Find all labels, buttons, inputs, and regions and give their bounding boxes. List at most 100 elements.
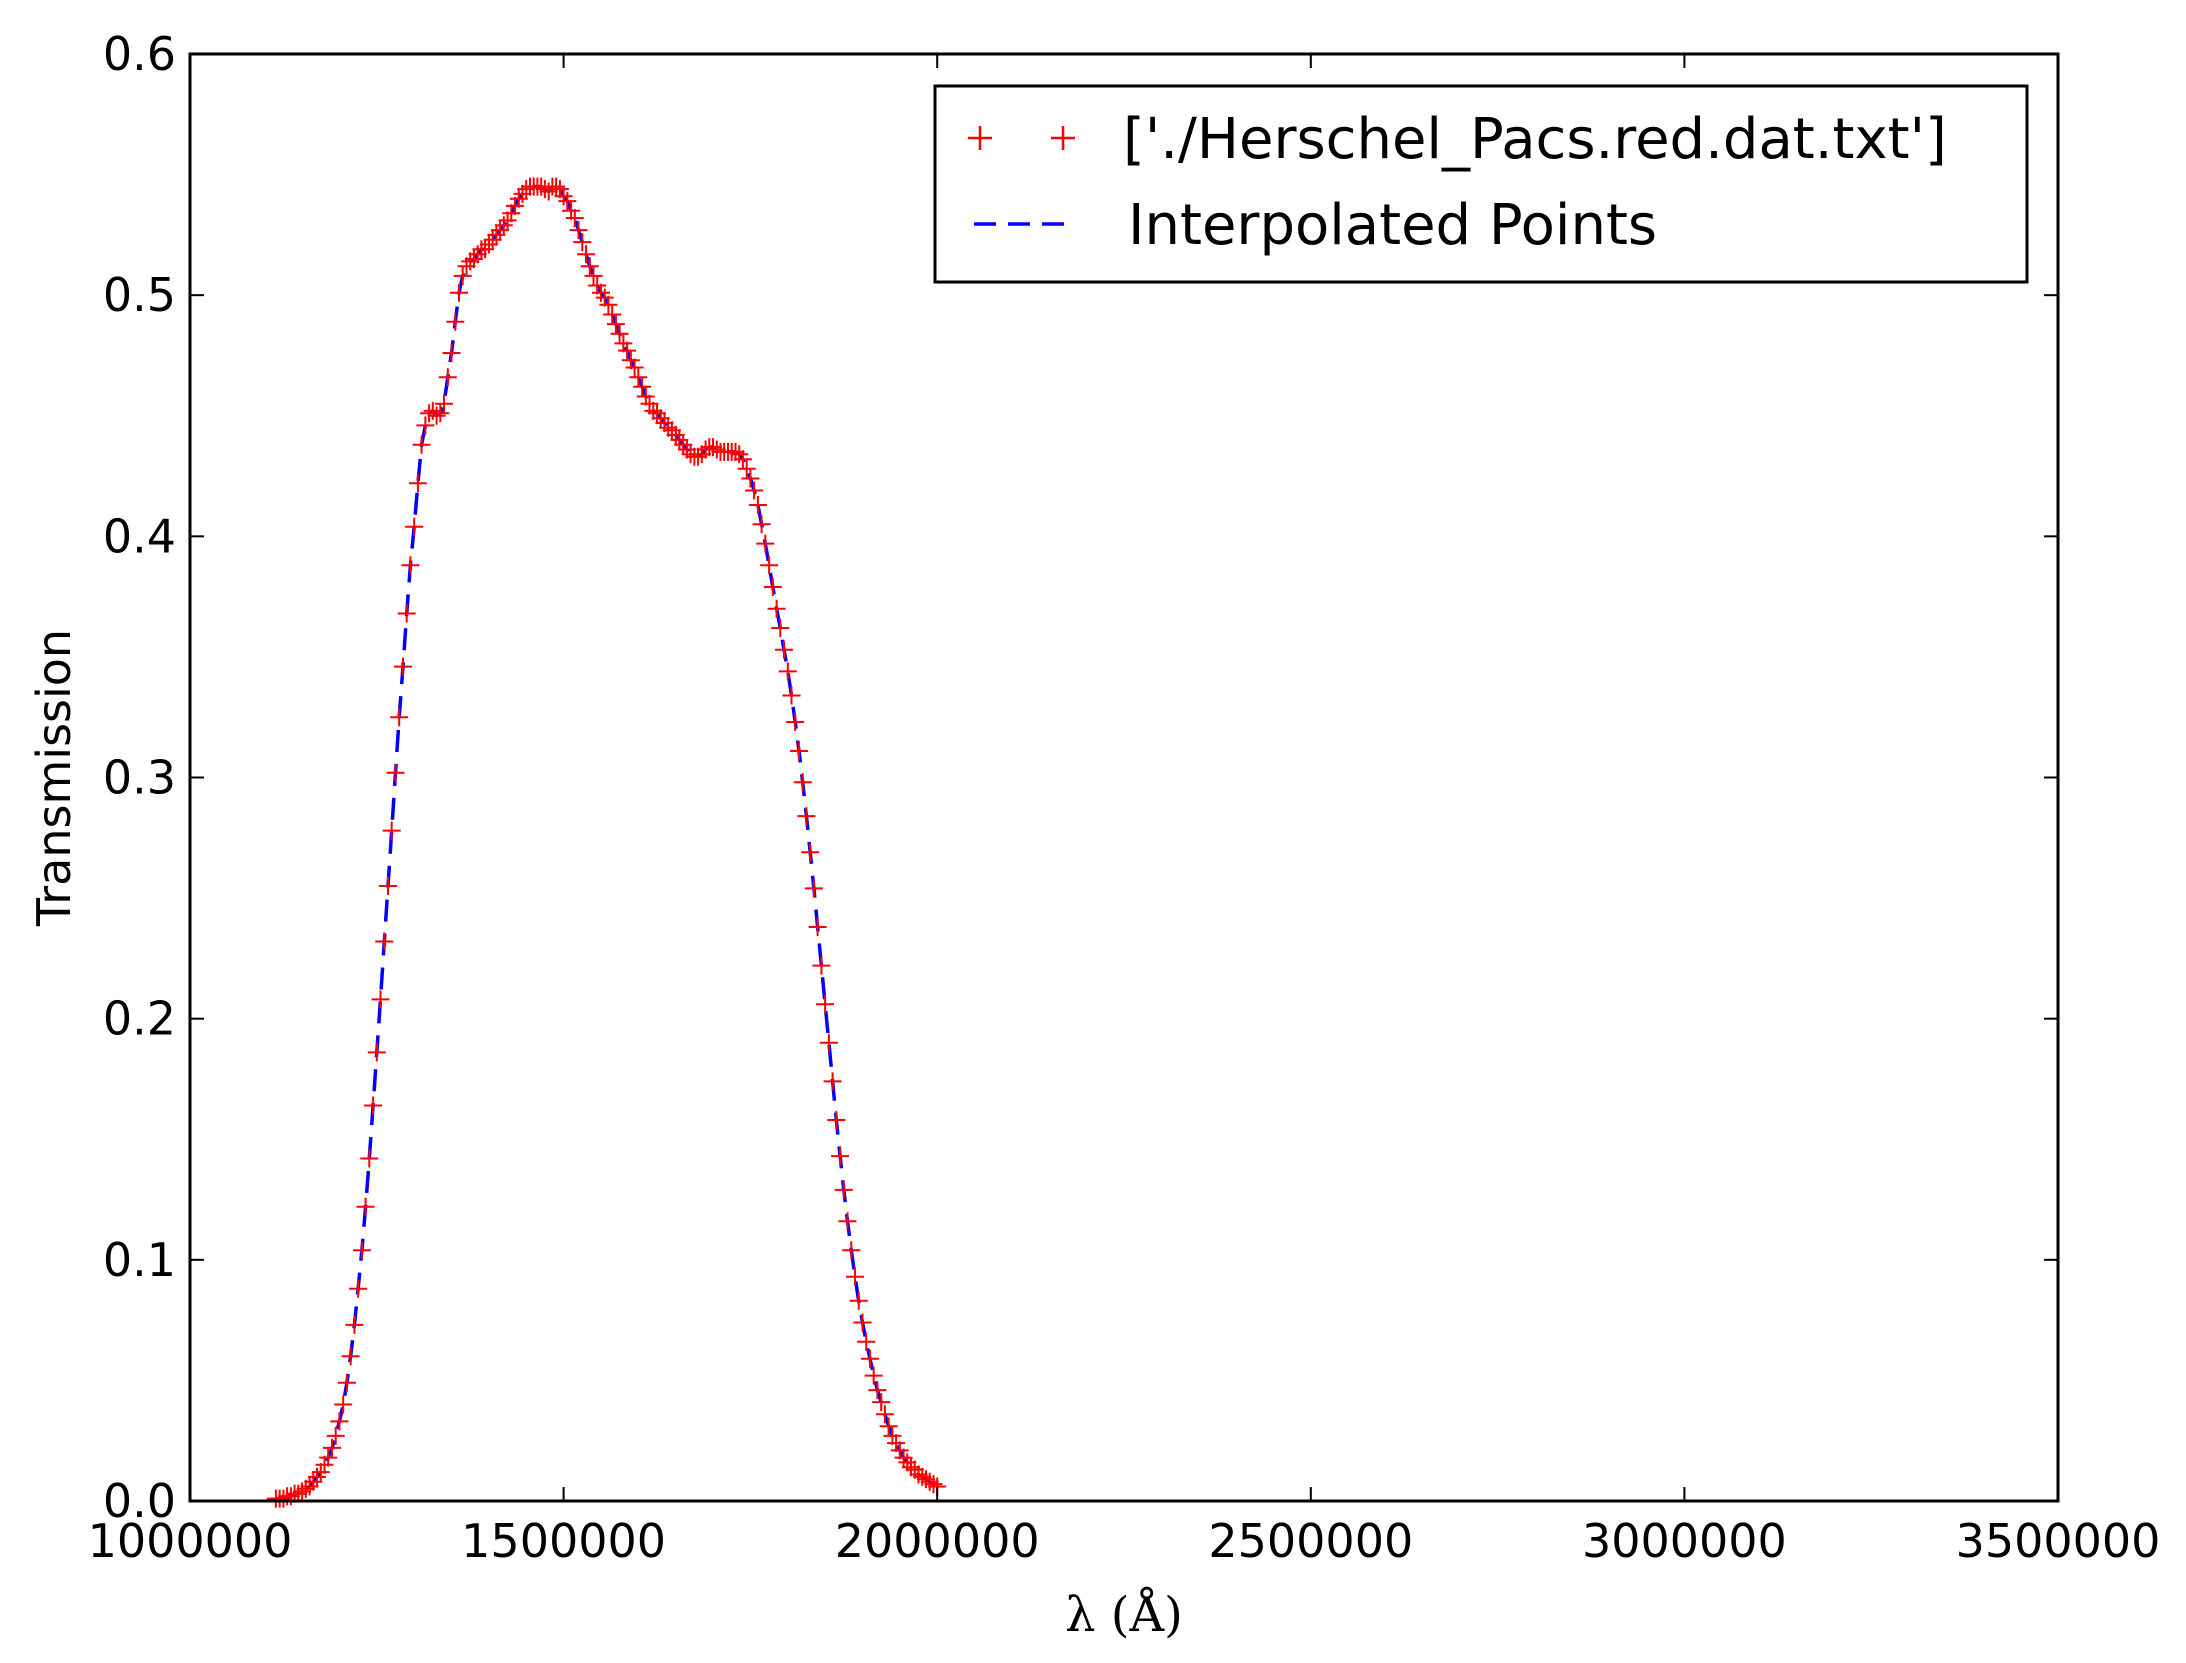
data-point bbox=[775, 640, 793, 659]
x-tick-label: 1500000 bbox=[461, 1514, 666, 1568]
data-point bbox=[405, 517, 424, 536]
data-point bbox=[853, 1313, 872, 1332]
data-point bbox=[782, 686, 801, 705]
axes: 1000000 1500000 2000000 2500000 3000000 35000… bbox=[27, 27, 2160, 1643]
data-point bbox=[924, 1475, 943, 1494]
data-point bbox=[677, 440, 696, 459]
data-point bbox=[707, 440, 726, 459]
data-point bbox=[636, 387, 655, 406]
data-point bbox=[330, 1412, 349, 1431]
data-point bbox=[633, 377, 652, 396]
data-point bbox=[502, 204, 521, 223]
data-point bbox=[468, 245, 487, 264]
data-point bbox=[857, 1332, 876, 1351]
data-point bbox=[763, 578, 782, 596]
data-point bbox=[733, 450, 752, 469]
data-point bbox=[509, 189, 528, 208]
y-tick-label: 0.2 bbox=[103, 992, 176, 1046]
data-point bbox=[476, 240, 495, 259]
legend: ['./Herschel_Pacs.red.dat.txt'] Interpola… bbox=[933, 84, 2029, 284]
y-tick-label: 0.1 bbox=[103, 1233, 176, 1287]
data-point bbox=[748, 496, 767, 514]
data-point bbox=[887, 1434, 906, 1453]
data-point bbox=[894, 1448, 913, 1467]
legend-box bbox=[933, 84, 2029, 284]
data-point bbox=[689, 447, 708, 466]
data-point bbox=[375, 932, 394, 951]
data-point bbox=[659, 418, 678, 437]
x-tick-label: 2000000 bbox=[835, 1514, 1040, 1568]
data-point bbox=[311, 1463, 330, 1482]
data-point bbox=[648, 404, 666, 423]
legend-marker-icon bbox=[1051, 126, 1075, 150]
data-point bbox=[670, 430, 689, 449]
data-point bbox=[842, 1241, 861, 1260]
data-point bbox=[603, 305, 622, 324]
data-point bbox=[394, 657, 412, 676]
data-point bbox=[793, 773, 812, 792]
data-point bbox=[595, 288, 614, 307]
data-point bbox=[651, 409, 670, 428]
data-point bbox=[808, 918, 827, 936]
data-point bbox=[913, 1467, 932, 1486]
y-axis-label: Transmission bbox=[27, 629, 81, 927]
data-point bbox=[274, 1489, 293, 1508]
data-point bbox=[771, 619, 790, 637]
x-tick-label: 1000000 bbox=[88, 1514, 293, 1568]
data-point bbox=[554, 187, 573, 206]
data-point bbox=[438, 368, 457, 387]
data-point bbox=[442, 344, 461, 362]
data-point bbox=[849, 1291, 868, 1310]
data-point bbox=[539, 182, 558, 201]
data-point bbox=[864, 1366, 883, 1385]
x-axis-label: λ (Å) bbox=[1065, 1586, 1183, 1643]
data-point bbox=[547, 177, 566, 196]
x-tick-label: 2500000 bbox=[1208, 1514, 1413, 1568]
data-point bbox=[920, 1472, 939, 1491]
data-point bbox=[379, 877, 397, 895]
data-point bbox=[427, 406, 446, 425]
data-point bbox=[483, 230, 502, 249]
data-point bbox=[431, 404, 450, 423]
data-point bbox=[640, 394, 659, 413]
data-point bbox=[621, 351, 640, 370]
data-point bbox=[461, 252, 480, 271]
data-point bbox=[902, 1458, 920, 1477]
data-point bbox=[610, 324, 629, 343]
data-point bbox=[662, 421, 681, 440]
data-point bbox=[345, 1315, 364, 1334]
data-point bbox=[883, 1426, 902, 1445]
data-point bbox=[909, 1465, 928, 1484]
data-point bbox=[745, 481, 764, 500]
data-point bbox=[834, 1180, 853, 1199]
data-point bbox=[453, 266, 472, 285]
data-point bbox=[625, 358, 644, 377]
data-point bbox=[371, 990, 390, 1009]
data-point bbox=[356, 1197, 375, 1216]
data-point bbox=[573, 233, 592, 252]
data-point bbox=[584, 266, 603, 285]
data-point bbox=[614, 334, 633, 353]
data-point bbox=[872, 1393, 891, 1412]
data-point bbox=[293, 1482, 312, 1501]
legend-label: ['./Herschel_Pacs.red.dat.txt'] bbox=[1123, 107, 1947, 172]
y-tick-label: 0.4 bbox=[103, 509, 176, 563]
data-point bbox=[401, 556, 420, 575]
data-point bbox=[879, 1417, 898, 1436]
data-point bbox=[704, 438, 722, 457]
data-point bbox=[397, 604, 416, 623]
data-point bbox=[300, 1477, 319, 1496]
data-point bbox=[812, 956, 831, 975]
data-point bbox=[823, 1072, 842, 1091]
data-point bbox=[360, 1149, 379, 1168]
data-point bbox=[319, 1448, 338, 1467]
data-point bbox=[337, 1373, 356, 1392]
y-tick-label: 0.3 bbox=[103, 751, 176, 805]
data-point bbox=[349, 1279, 368, 1298]
data-point bbox=[565, 209, 584, 227]
data-point bbox=[334, 1395, 353, 1414]
data-point bbox=[558, 192, 577, 211]
data-point bbox=[412, 435, 431, 454]
data-point bbox=[756, 534, 775, 553]
